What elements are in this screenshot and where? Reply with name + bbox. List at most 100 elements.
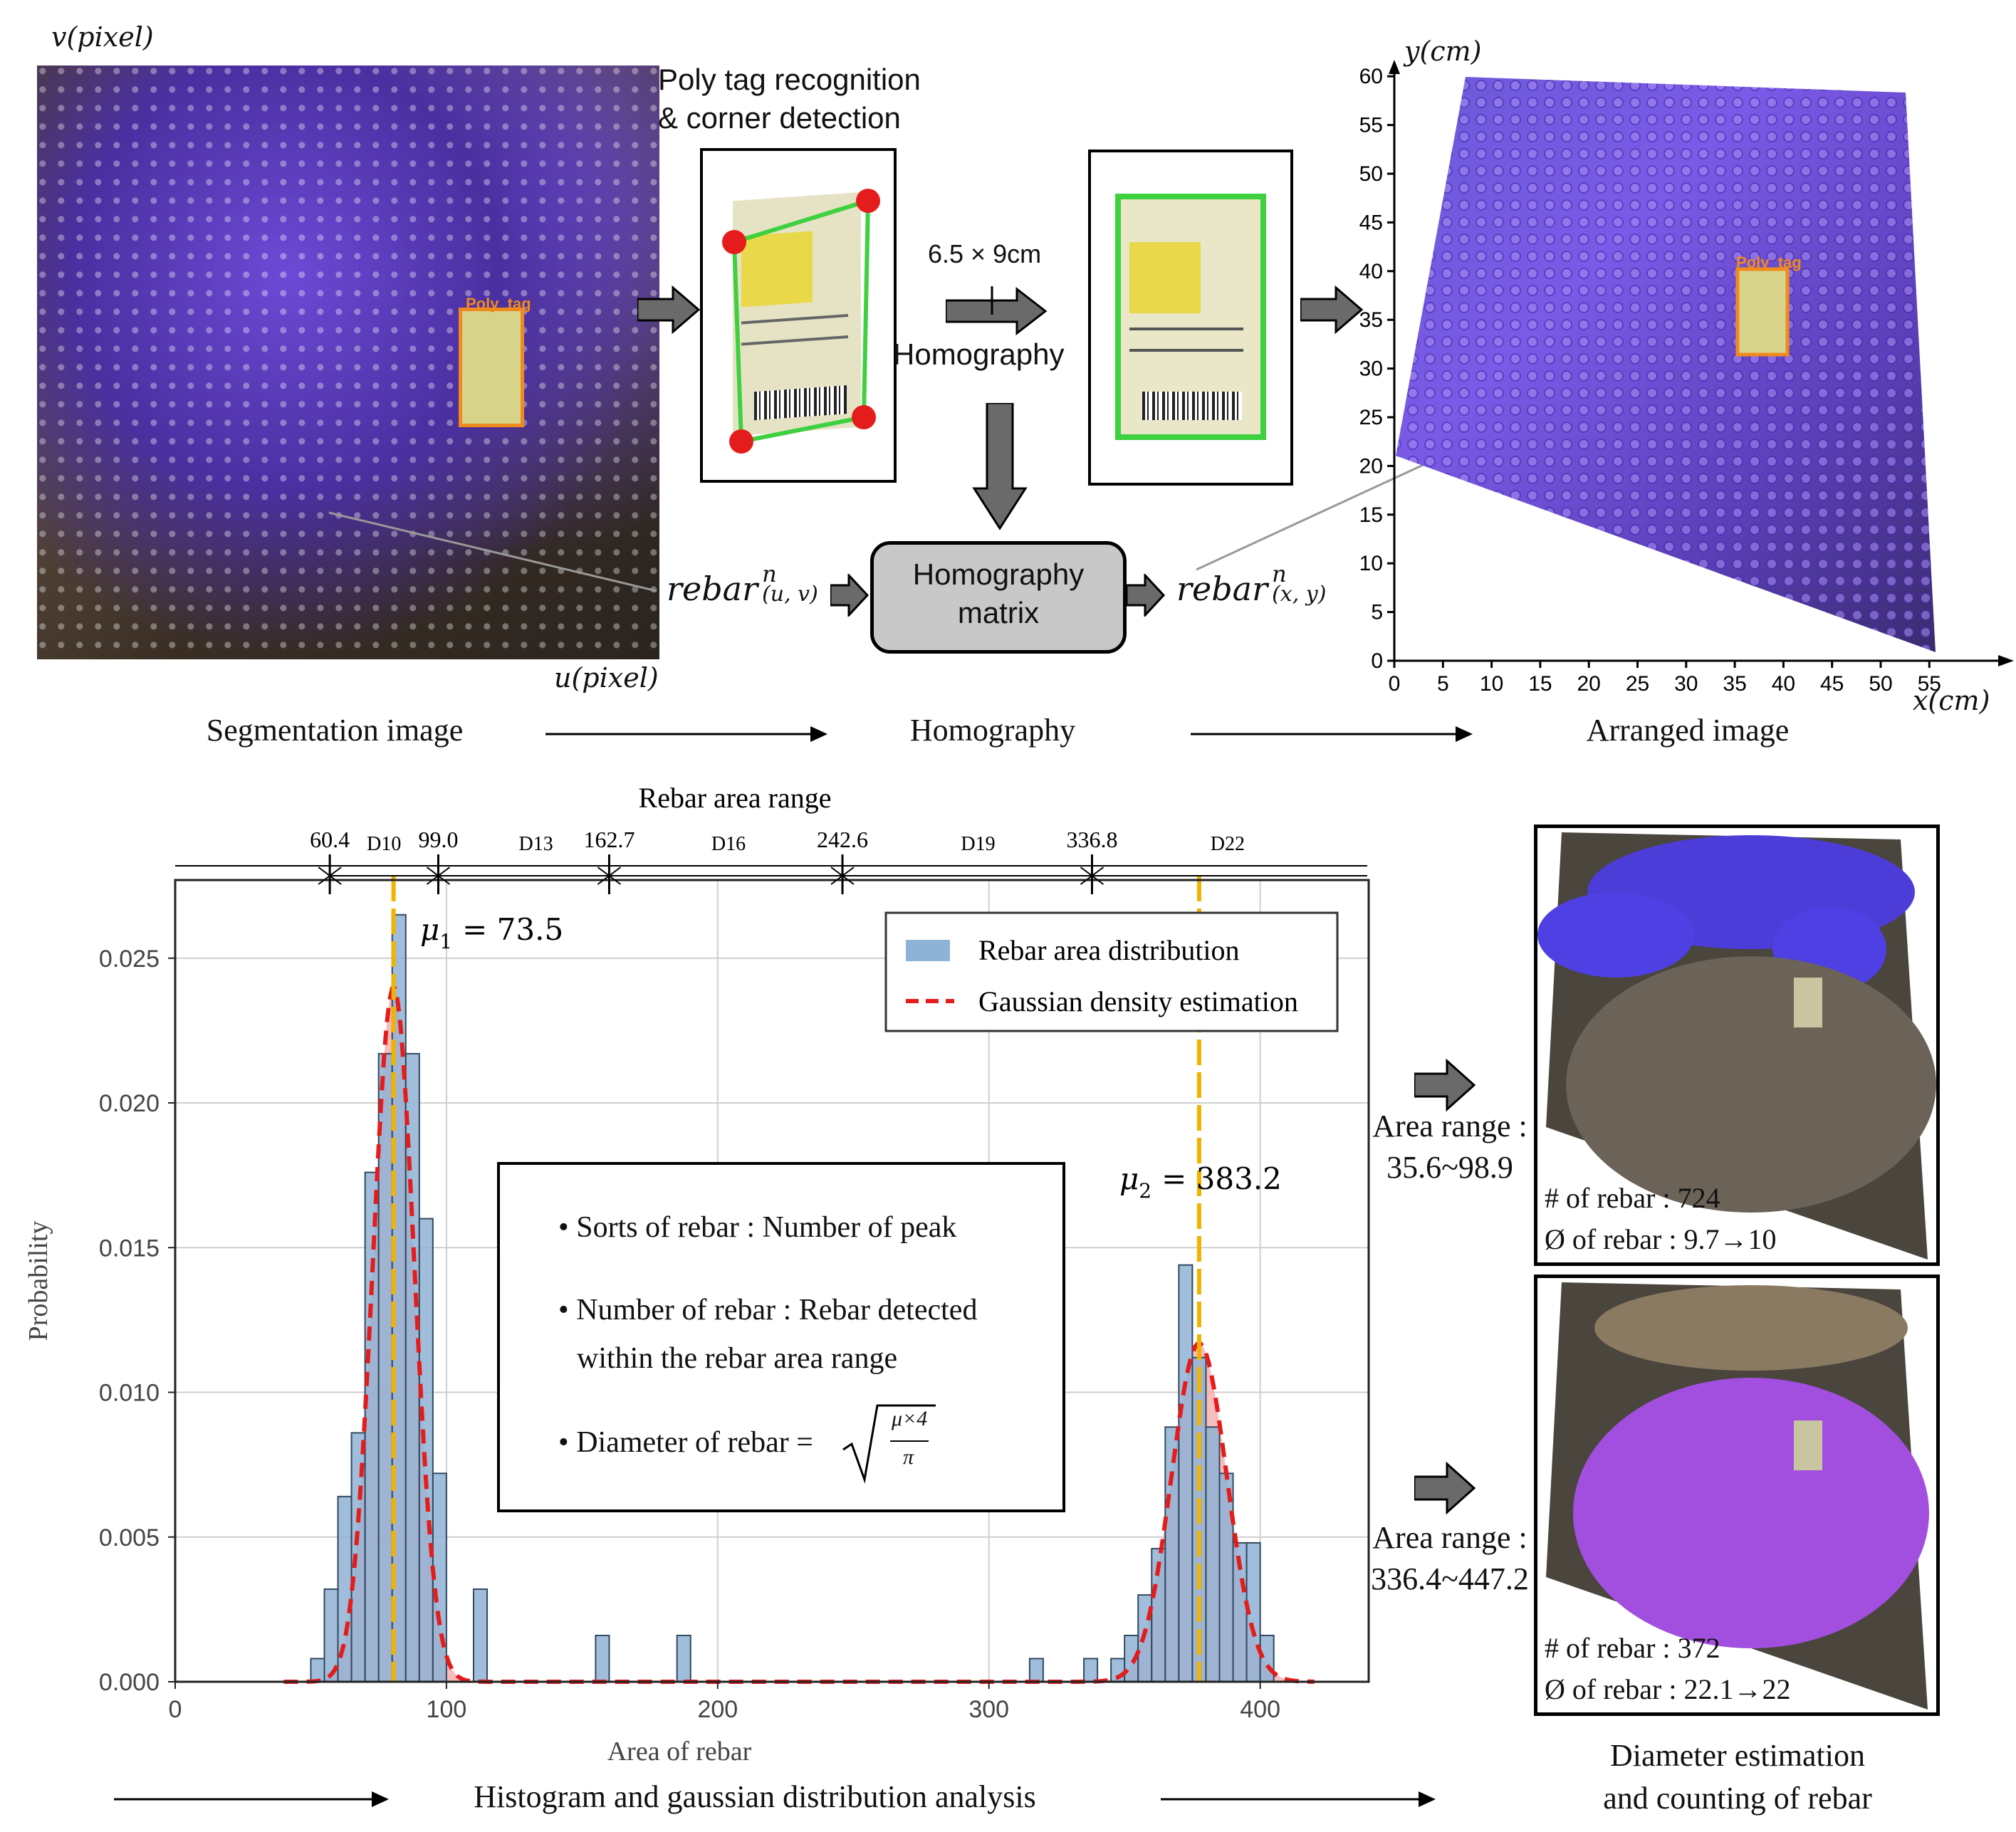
legend-label-bars: Rebar area distribution xyxy=(978,934,1240,966)
range-arrow-left xyxy=(318,867,331,885)
arrow-right-icon xyxy=(1127,574,1166,617)
range-boundary-label: 242.6 xyxy=(817,827,868,852)
y-tick-label: 5 xyxy=(1371,601,1383,624)
chart-title: Rebar area range xyxy=(639,783,832,814)
homography-word: Homography xyxy=(893,337,1065,371)
x-tick-label: 0 xyxy=(169,1696,182,1723)
seg-y-axis-label: v(pixel) xyxy=(51,21,154,53)
x-tick-label: 10 xyxy=(1480,672,1503,696)
arranged-x-axis-label: x(cm) xyxy=(1913,685,1990,716)
histogram-bar xyxy=(1259,1634,1275,1683)
arrow-down-icon xyxy=(972,403,1028,530)
tag-step-title: Poly tag recognition & corner detection xyxy=(658,63,921,135)
y-tick-label: 35 xyxy=(1359,308,1383,332)
histogram-bar xyxy=(1178,1264,1194,1682)
histogram-bar xyxy=(1164,1426,1180,1683)
y-axis-arrowhead xyxy=(1389,60,1400,74)
corner-point xyxy=(722,230,746,254)
result-2-count: # of rebar : 372 xyxy=(1545,1632,1720,1664)
x-tick-label: 50 xyxy=(1869,672,1892,696)
x-tick-label: 45 xyxy=(1820,672,1844,696)
y-tick-label: 30 xyxy=(1359,357,1383,381)
flow-arrow-icon xyxy=(1161,1791,1436,1807)
y-tick-label: 0.025 xyxy=(99,946,160,973)
x-tick-label: 20 xyxy=(1577,672,1601,696)
result-2-area-label: Area range : xyxy=(1372,1520,1527,1555)
arrow-right-icon xyxy=(637,285,701,335)
range-name-label: D22 xyxy=(1211,833,1245,855)
formula-denominator: π xyxy=(903,1445,914,1469)
x-tick-label: 15 xyxy=(1528,672,1552,696)
poly-tag-box xyxy=(459,308,524,427)
range-arrow-right xyxy=(328,867,342,885)
arranged-axes: 0510152025303540455055606505101520253035… xyxy=(1359,60,2014,696)
x-tick-label: 40 xyxy=(1772,672,1795,696)
histogram-chart: 0 100 200 300 400 0.000 0.005 0.010 0.015 0.020 0.… xyxy=(23,783,1370,1766)
range-boundary-label: 336.8 xyxy=(1066,827,1117,852)
y-tick-label: 0.000 xyxy=(99,1669,160,1696)
arrow-right-icon xyxy=(1414,1058,1476,1112)
histogram-bar xyxy=(1083,1658,1099,1682)
arrow-right-icon xyxy=(1414,1461,1476,1515)
histogram-bar xyxy=(595,1634,610,1683)
x-tick-label: 5 xyxy=(1437,672,1449,696)
y-axis-label: Probability xyxy=(23,1221,53,1341)
y-tick-label: 55 xyxy=(1359,114,1383,137)
x-tick-label: 55 xyxy=(1918,672,1941,696)
flow-arrow-icon xyxy=(1191,726,1473,742)
result-1-thumbnail: # of rebar : 724 Ø of rebar : 9.7→10 xyxy=(1534,825,1940,1266)
homography-matrix-box: Homography matrix xyxy=(870,541,1127,654)
result-1-count: # of rebar : 724 xyxy=(1545,1182,1720,1214)
result-1-area-label: Area range : xyxy=(1372,1109,1527,1143)
histogram-bar xyxy=(1205,1426,1221,1683)
x-tick-label: 25 xyxy=(1626,672,1649,696)
y-tick-label: 0.005 xyxy=(99,1524,160,1551)
flow-arrow-icon xyxy=(545,726,827,742)
poly-tag-text: Poly_tag xyxy=(466,295,531,313)
y-tick-label: 0 xyxy=(1371,649,1383,673)
x-tick-label: 30 xyxy=(1674,672,1698,696)
y-tick-label: 20 xyxy=(1359,454,1383,478)
histogram-bar xyxy=(1218,1472,1234,1682)
x-tick-label: 100 xyxy=(427,1696,467,1723)
result-2-thumbnail: # of rebar : 372 Ø of rebar : 22.1→22 xyxy=(1534,1274,1940,1716)
caption-homography: Homography xyxy=(909,713,1076,748)
range-boundary-label: 162.7 xyxy=(583,827,634,852)
histogram-bar xyxy=(404,1052,420,1682)
tag-size-label: 6.5 × 9cm xyxy=(928,239,1042,268)
arranged-image: Poly_tag xyxy=(1396,77,1936,652)
histogram-bar xyxy=(1028,1658,1044,1682)
range-arrow-right xyxy=(607,867,622,885)
warped-tag-box xyxy=(1088,150,1293,486)
result-1-diameter: Ø of rebar : 9.7→10 xyxy=(1545,1223,1777,1255)
histogram-bar xyxy=(418,1218,434,1682)
tag-recognition-box xyxy=(700,148,897,483)
mu1-annotation: μ1 = 73.5 xyxy=(420,912,563,953)
segmentation-image: Poly_tag xyxy=(37,66,659,659)
caption-diameter-2: and counting of rebar xyxy=(1603,1781,1872,1816)
arrow-right-icon xyxy=(1300,285,1364,335)
seg-x-axis-label: u(pixel) xyxy=(554,662,659,693)
range-arrow-right xyxy=(841,867,855,885)
legend-swatch-bars xyxy=(906,940,950,961)
result-2-diameter: Ø of rebar : 22.1→22 xyxy=(1545,1673,1791,1705)
caption-histogram: Histogram and gaussian distribution anal… xyxy=(474,1779,1036,1814)
histogram-bar xyxy=(676,1634,691,1683)
y-tick-label: 25 xyxy=(1359,406,1383,429)
info-item-number: • Number of rebar : Rebar detected xyxy=(558,1294,978,1326)
corner-point xyxy=(856,189,880,213)
range-name-label: D16 xyxy=(711,833,746,855)
y-tick-label: 40 xyxy=(1359,260,1383,283)
result-2-area-value: 336.4~447.2 xyxy=(1371,1561,1529,1596)
result-1-area-value: 35.6~98.9 xyxy=(1386,1150,1513,1185)
x-tick-label: 300 xyxy=(968,1696,1009,1723)
range-name-label: D10 xyxy=(367,833,401,855)
range-arrow-right xyxy=(1090,867,1104,885)
info-box: • Sorts of rebar : Number of peak • Numb… xyxy=(497,1162,1065,1512)
corner-point xyxy=(729,429,753,454)
x-axis-label: Area of rebar xyxy=(607,1737,752,1766)
info-item-diameter: • Diameter of rebar = xyxy=(558,1426,813,1459)
corner-point xyxy=(852,405,876,429)
arrow-right-icon xyxy=(946,286,1048,336)
mu2-annotation: μ2 = 383.2 xyxy=(1119,1161,1282,1203)
